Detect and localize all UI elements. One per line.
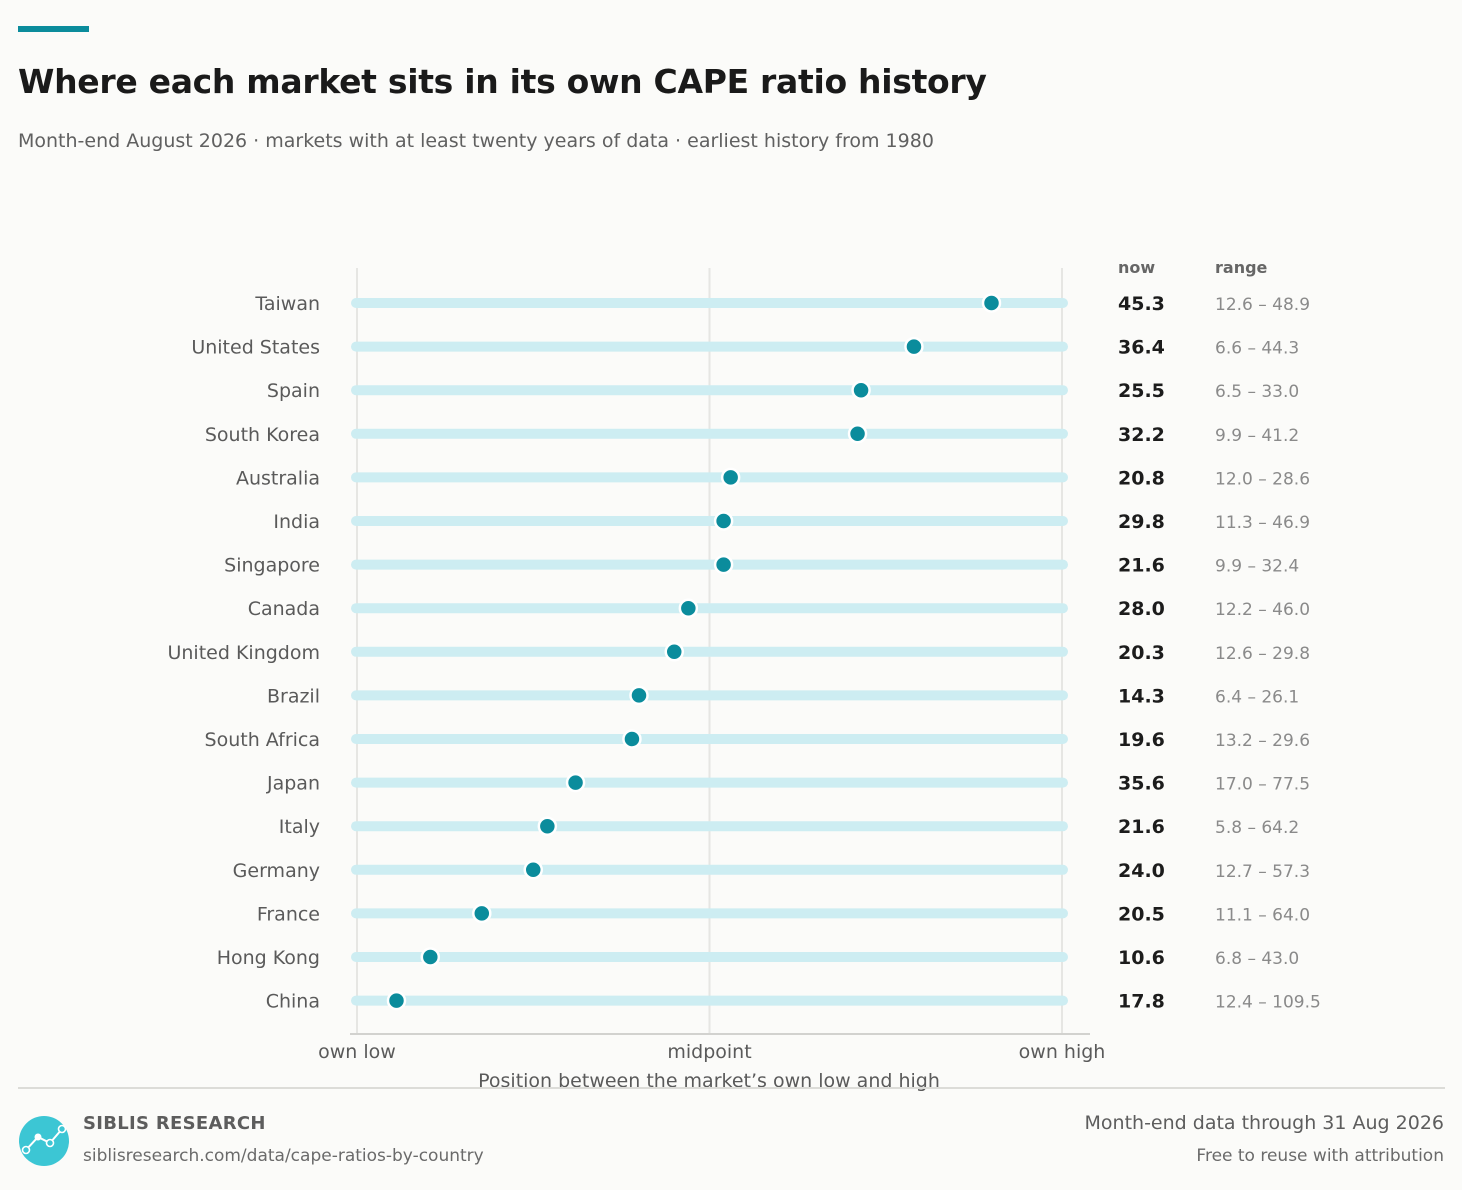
range-value: 12.7 – 57.3 (1215, 862, 1310, 882)
now-value: 10.6 (1118, 947, 1165, 969)
position-dot (420, 947, 441, 967)
x-tick-label: midpoint (667, 1041, 751, 1063)
column-header-range: range (1215, 258, 1268, 277)
position-dot (537, 816, 558, 836)
now-value: 36.4 (1118, 337, 1165, 359)
row-label: Canada (248, 598, 320, 620)
row-label: France (257, 903, 320, 925)
range-value: 11.1 – 64.0 (1215, 905, 1310, 925)
chart-subtitle: Month-end August 2026 · markets with at … (18, 130, 934, 152)
now-value: 20.3 (1118, 642, 1165, 664)
range-value: 6.6 – 44.3 (1215, 339, 1299, 359)
now-value: 45.3 (1118, 293, 1165, 315)
now-value: 25.5 (1118, 380, 1165, 402)
row-label: Hong Kong (217, 947, 320, 969)
now-value: 21.6 (1118, 816, 1165, 838)
row-label: South Africa (205, 729, 320, 751)
now-value: 17.8 (1118, 991, 1165, 1013)
now-value: 14.3 (1118, 685, 1165, 707)
range-value: 9.9 – 41.2 (1215, 426, 1299, 446)
row-label: Germany (233, 860, 320, 882)
range-value: 12.4 – 109.5 (1215, 993, 1321, 1013)
position-dot (472, 903, 492, 924)
line-chart-logo-icon (19, 1116, 69, 1166)
row-label: Australia (236, 467, 320, 489)
footer-divider (18, 1087, 1445, 1089)
position-dot (629, 685, 649, 706)
row-label: Italy (279, 816, 320, 838)
range-value: 12.6 – 29.8 (1215, 644, 1310, 664)
row-label: Taiwan (254, 293, 320, 315)
now-value: 20.8 (1118, 467, 1165, 489)
accent-bar (18, 26, 89, 32)
position-dot (851, 380, 871, 400)
position-dot (664, 642, 684, 662)
row-label: Brazil (267, 685, 320, 707)
position-dot (713, 554, 734, 575)
range-value: 5.8 – 64.2 (1215, 818, 1299, 838)
column-header-now: now (1118, 258, 1155, 277)
now-value: 19.6 (1118, 729, 1165, 751)
data-through-note: Month-end data through 31 Aug 2026 (1084, 1112, 1444, 1134)
row-label: Spain (267, 380, 320, 402)
license-note: Free to reuse with attribution (1196, 1146, 1444, 1166)
range-value: 17.0 – 77.5 (1215, 775, 1310, 795)
range-value: 12.2 – 46.0 (1215, 600, 1310, 620)
dot-range-chart: now range Taiwan 45.3 12.6 – 48.9 United Stat… (167, 258, 1321, 1092)
position-dot (720, 467, 741, 488)
row-label: Japan (266, 773, 320, 795)
position-dot (847, 424, 868, 444)
position-dot (678, 598, 699, 618)
range-value: 13.2 – 29.6 (1215, 731, 1310, 751)
position-dot (386, 990, 407, 1011)
position-dot (713, 511, 734, 531)
now-value: 21.6 (1118, 555, 1165, 577)
x-axis-title: Position between the market’s own low an… (478, 1070, 940, 1092)
row-label: South Korea (205, 424, 320, 446)
position-dot (622, 729, 642, 749)
row-label: India (273, 511, 320, 533)
position-dot (565, 772, 586, 793)
now-value: 35.6 (1118, 773, 1165, 795)
row-label: United Kingdom (167, 642, 320, 664)
range-value: 12.0 – 28.6 (1215, 469, 1310, 489)
position-dot (523, 860, 543, 880)
range-value: 11.3 – 46.9 (1215, 513, 1310, 533)
range-value: 12.6 – 48.9 (1215, 295, 1310, 315)
x-tick-label: own low (318, 1041, 396, 1063)
now-value: 24.0 (1118, 860, 1165, 882)
row-label: Singapore (224, 555, 320, 577)
now-value: 20.5 (1118, 903, 1165, 925)
row-label: United States (191, 337, 320, 359)
range-value: 6.8 – 43.0 (1215, 949, 1299, 969)
now-value: 32.2 (1118, 424, 1165, 446)
position-dot (904, 336, 924, 357)
range-value: 6.5 – 33.0 (1215, 382, 1299, 402)
chart-title: Where each market sits in its own CAPE r… (18, 62, 987, 101)
position-dot (981, 293, 1002, 313)
brand-name: SIBLIS RESEARCH (83, 1113, 266, 1134)
now-value: 28.0 (1118, 598, 1165, 620)
now-value: 29.8 (1118, 511, 1165, 533)
range-value: 9.9 – 32.4 (1215, 557, 1299, 577)
range-value: 6.4 – 26.1 (1215, 687, 1299, 707)
source-url[interactable]: siblisresearch.com/data/cape-ratios-by-c… (83, 1146, 484, 1166)
x-tick-label: own high (1019, 1041, 1106, 1063)
row-label: China (266, 991, 320, 1013)
